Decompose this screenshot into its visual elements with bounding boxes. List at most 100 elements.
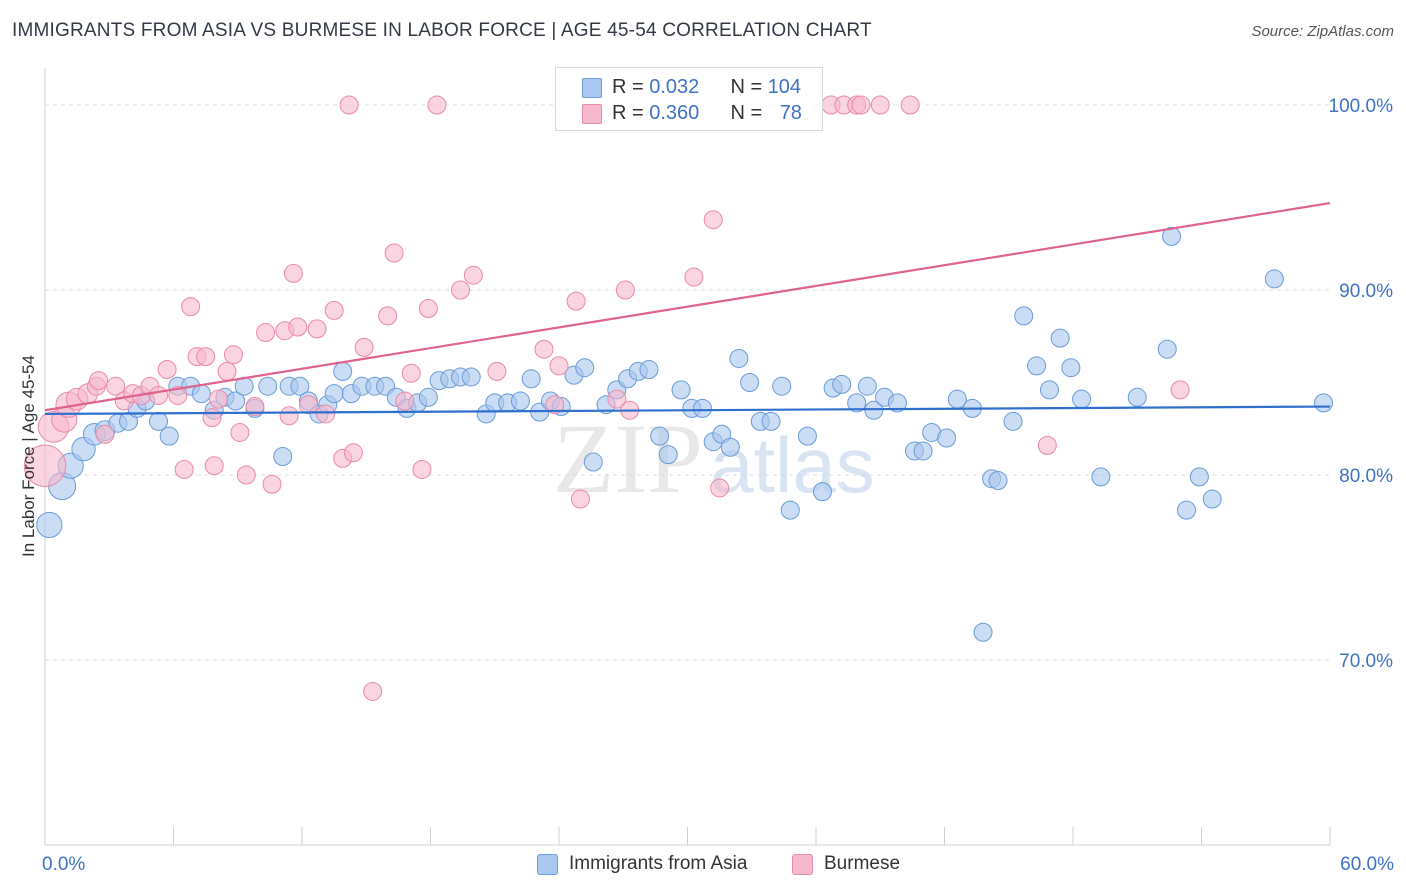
asia-point	[639, 360, 659, 380]
burmese-point	[710, 478, 730, 498]
legend-text-asia: R = 0.032 N = 104	[612, 76, 802, 98]
asia-point	[324, 384, 344, 404]
burmese-point	[384, 243, 404, 263]
watermark-atlas: atlas	[710, 421, 875, 509]
burmese-point	[450, 280, 470, 300]
asia-point	[650, 426, 670, 446]
burmese-point	[230, 422, 250, 442]
burmese-point	[256, 323, 276, 343]
asia-point	[36, 511, 63, 539]
correlation-legend: R = 0.032 N = 104 R = 0.360 N = 78	[555, 67, 823, 131]
asia-point	[159, 426, 179, 446]
burmese-point	[395, 391, 415, 411]
asia-point	[149, 411, 169, 431]
burmese-point	[204, 456, 224, 476]
burmese-point	[900, 95, 920, 115]
asia-point	[1050, 328, 1070, 348]
burmese-point	[401, 363, 421, 383]
bottom-legend-swatch-burmese	[792, 854, 813, 875]
burmese-point	[412, 459, 432, 479]
y-axis-tick-labels: 70.0% 80.0% 90.0% 100.0%	[1329, 96, 1394, 672]
burmese-point	[236, 465, 256, 485]
asia-point	[720, 437, 740, 457]
asia-point	[521, 369, 541, 389]
bottom-legend-label-asia: Immigrants from Asia	[569, 853, 748, 874]
asia-point	[1162, 226, 1182, 246]
asia-point	[692, 398, 712, 418]
burmese-point	[324, 300, 344, 320]
burmese-point	[339, 95, 359, 115]
asia-point	[510, 391, 530, 411]
burmese-point	[534, 339, 554, 359]
asia-point	[575, 358, 595, 378]
burmese-point	[549, 356, 569, 376]
burmese-point	[566, 291, 586, 311]
asia-point	[937, 428, 957, 448]
asia-point	[847, 393, 867, 413]
chart-title: IMMIGRANTS FROM ASIA VS BURMESE IN LABOR…	[12, 20, 872, 41]
burmese-point	[223, 345, 243, 365]
burmese-point	[703, 210, 723, 230]
asia-point	[973, 622, 993, 642]
burmese-point	[354, 337, 374, 357]
asia-point	[273, 447, 293, 466]
asia-point	[913, 441, 933, 461]
legend-row-burmese: R = 0.360 N = 78	[556, 101, 822, 127]
trend-lines	[44, 201, 1331, 416]
asia-point	[887, 393, 907, 413]
burmese-point	[208, 389, 228, 409]
burmese-point	[615, 280, 635, 300]
asia-point	[1157, 339, 1177, 359]
burmese-point	[283, 263, 303, 283]
asia-point	[461, 367, 481, 387]
asia-point	[797, 426, 817, 446]
trend-line-asia	[44, 405, 1331, 416]
burmese-point	[168, 385, 188, 405]
asia-point	[258, 376, 278, 396]
y-tick-label: 70.0%	[1339, 651, 1393, 672]
asia-point	[191, 384, 211, 404]
x-tick-label-max: 60.0%	[1340, 854, 1394, 875]
burmese-point	[684, 267, 704, 287]
y-tick-label: 80.0%	[1339, 466, 1393, 487]
asia-point	[583, 452, 603, 472]
burmese-point	[1037, 435, 1057, 455]
bottom-legend-label-burmese: Burmese	[824, 853, 901, 874]
burmese-point	[174, 459, 194, 479]
asia-point	[1061, 358, 1081, 378]
burmese-point	[217, 361, 237, 381]
legend-row-asia: R = 0.032 N = 104	[556, 75, 822, 101]
asia-point	[780, 500, 800, 520]
asia-point	[290, 376, 310, 396]
asia-point	[1003, 411, 1023, 431]
asia-point	[1039, 380, 1059, 400]
series-burmese	[23, 95, 1190, 701]
burmese-point	[427, 95, 447, 115]
burmese-point	[378, 306, 398, 326]
asia-point	[1189, 467, 1209, 487]
bottom-legend-swatch-asia	[537, 854, 558, 875]
asia-point	[857, 376, 877, 396]
burmese-point	[307, 319, 327, 339]
burmese-point	[851, 95, 871, 115]
burmese-point	[418, 299, 438, 318]
legend-text-burmese: R = 0.360 N = 78	[612, 102, 802, 124]
asia-point	[729, 348, 749, 368]
burmese-point	[363, 681, 383, 701]
asia-point	[1202, 489, 1222, 509]
asia-point	[1177, 500, 1197, 520]
y-tick-label: 100.0%	[1329, 96, 1394, 117]
legend-swatch-asia	[582, 78, 602, 98]
y-tick-label: 90.0%	[1339, 281, 1393, 302]
asia-point	[1091, 467, 1111, 487]
burmese-point	[23, 444, 67, 487]
bottom-legend-burmese: Burmese	[792, 853, 932, 877]
asia-point	[1314, 393, 1334, 413]
burmese-point	[1170, 380, 1190, 400]
burmese-point	[106, 376, 126, 396]
asia-point	[772, 376, 792, 396]
asia-point	[988, 471, 1008, 491]
asia-point	[832, 374, 852, 394]
burmese-point	[89, 371, 109, 391]
